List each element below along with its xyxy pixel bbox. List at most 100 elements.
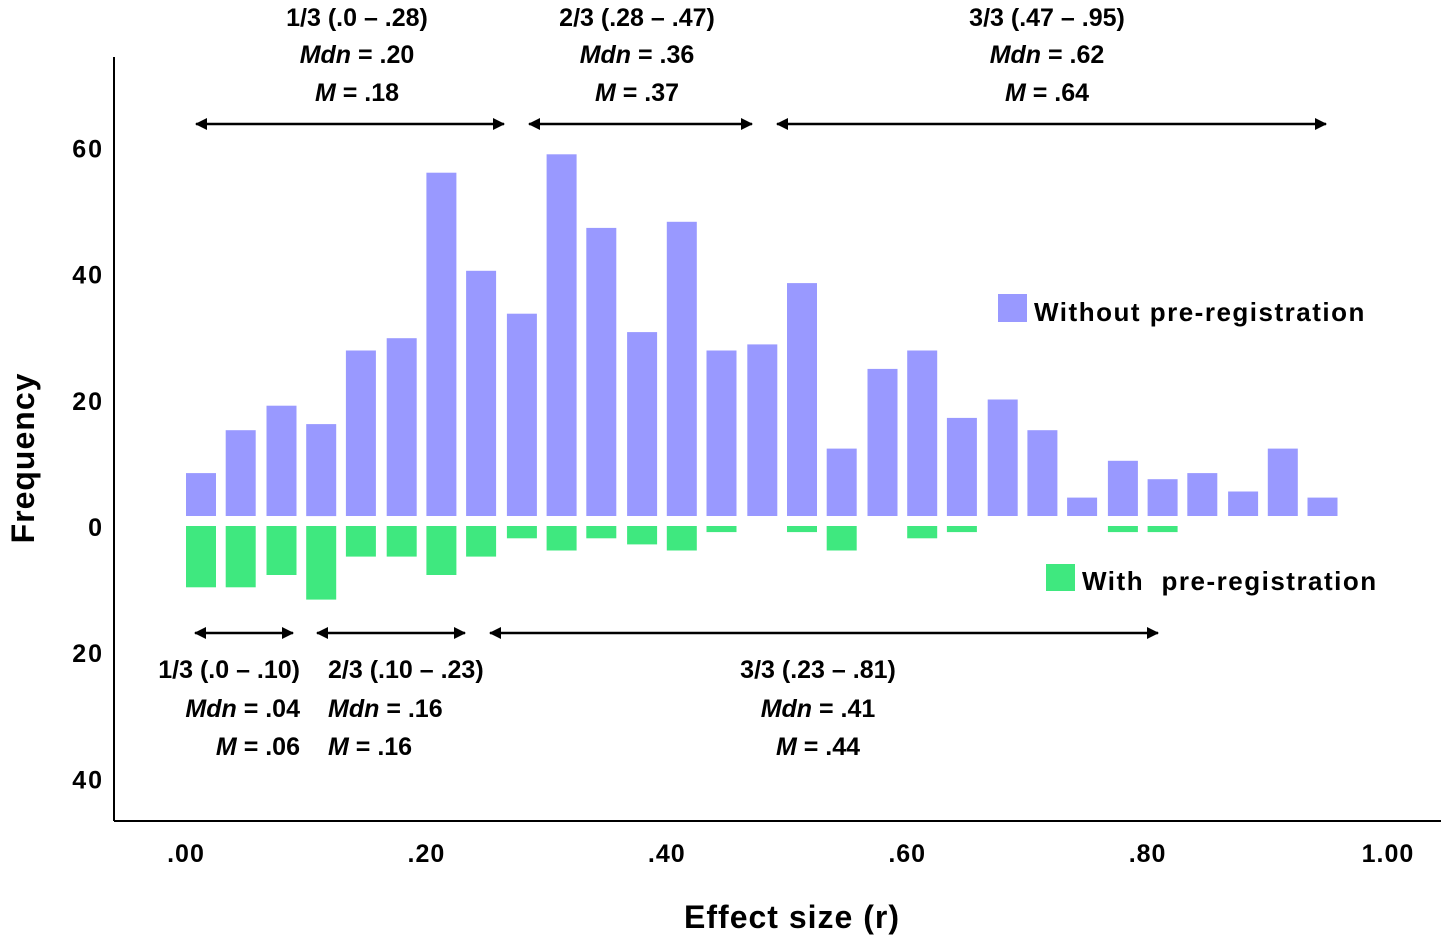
bar-with-preregistration [1147, 526, 1178, 533]
mean-symbol: M [315, 79, 337, 107]
y-tick-label: 20 [72, 640, 104, 668]
bar-with-preregistration [586, 526, 617, 539]
bar-with-preregistration [225, 526, 256, 588]
bar-with-preregistration [666, 526, 697, 551]
median-symbol: Mdn [580, 41, 631, 69]
bar-without-preregistration [907, 350, 938, 516]
x-tick-label: 1.00 [1362, 840, 1415, 868]
median-value: = .62 [1041, 41, 1104, 69]
bar-without-preregistration [186, 473, 216, 516]
bar-without-preregistration [787, 283, 817, 516]
bar-without-preregistration [627, 332, 658, 516]
bar-without-preregistration [1307, 497, 1338, 516]
median-symbol: Mdn [990, 41, 1041, 69]
x-tick-label: .60 [888, 840, 926, 868]
y-tick-label: 20 [72, 388, 104, 416]
annotation-range: 1/3 (.0 – .10) [158, 656, 300, 684]
legend-swatch-with [1046, 564, 1075, 591]
bar-without-preregistration [225, 430, 256, 516]
y-axis-title: Frequency [5, 373, 41, 544]
mean-symbol: M [1005, 79, 1027, 107]
annotation-range: 1/3 (.0 – .28) [286, 4, 428, 32]
bar-without-preregistration [466, 270, 497, 516]
bar-with-preregistration [1107, 526, 1138, 533]
bar-without-preregistration [306, 424, 337, 517]
median-value: = .41 [812, 695, 875, 723]
bar-without-preregistration [1147, 479, 1178, 516]
annotation-mean: M = .18 [315, 79, 399, 107]
bar-without-preregistration [266, 405, 297, 516]
bar-without-preregistration [1187, 473, 1218, 516]
legend-swatch-without [998, 294, 1027, 322]
bar-with-preregistration [345, 526, 376, 557]
annotation-mean: M = .06 [216, 733, 300, 761]
median-value: = .36 [631, 41, 694, 69]
bar-with-preregistration [386, 526, 417, 557]
median-value: = .04 [237, 695, 300, 723]
mean-value: = .18 [336, 79, 399, 107]
bar-without-preregistration [1067, 497, 1098, 516]
x-tick-label: .20 [408, 840, 446, 868]
x-tick-labels: .00 .20 .40 .60 .80 1.00 [167, 840, 1415, 868]
bar-without-preregistration [1267, 448, 1298, 516]
median-symbol: Mdn [328, 695, 379, 723]
median-symbol: Mdn [300, 41, 351, 69]
annotation-mean: M = .16 [328, 733, 412, 761]
bar-with-preregistration [306, 526, 337, 600]
annotation-range: 3/3 (.47 – .95) [969, 4, 1125, 32]
mean-symbol: M [776, 733, 798, 761]
annotation-median: Mdn = .20 [300, 41, 415, 69]
bars-without-preregistration [186, 154, 1338, 517]
y-tick-labels: 60 40 20 0 20 40 [72, 135, 104, 794]
bar-without-preregistration [1027, 430, 1058, 516]
mean-value: = .44 [797, 733, 860, 761]
bar-without-preregistration [706, 350, 737, 516]
bar-without-preregistration [546, 154, 577, 517]
y-tick-label: 40 [72, 262, 104, 290]
x-tick-label: .00 [167, 840, 205, 868]
bar-with-preregistration [186, 526, 216, 588]
bar-without-preregistration [666, 221, 697, 517]
legend-label-without: Without pre-registration [1034, 297, 1366, 327]
annotation-range: 3/3 (.23 – .81) [740, 656, 896, 684]
annotation-median: Mdn = .41 [761, 695, 876, 723]
bar-without-preregistration [987, 399, 1018, 516]
mean-value: = .06 [237, 733, 300, 761]
bar-with-preregistration [506, 526, 537, 539]
annotation-median: Mdn = .62 [990, 41, 1105, 69]
y-tick-label: 0 [88, 514, 104, 542]
annotation-mean: M = .37 [595, 79, 679, 107]
bar-with-preregistration [787, 526, 817, 533]
bar-with-preregistration [706, 526, 737, 533]
bar-without-preregistration [1228, 491, 1259, 516]
mean-symbol: M [595, 79, 617, 107]
bar-without-preregistration [426, 172, 457, 516]
bar-with-preregistration [546, 526, 577, 551]
bar-with-preregistration [907, 526, 938, 539]
annotation-mean: M = .64 [1005, 79, 1089, 107]
mean-value: = .16 [349, 733, 412, 761]
bar-without-preregistration [747, 344, 778, 516]
bar-with-preregistration [266, 526, 297, 575]
mean-value: = .64 [1026, 79, 1089, 107]
mean-symbol: M [216, 733, 238, 761]
bar-without-preregistration [867, 368, 898, 516]
bar-with-preregistration [627, 526, 658, 545]
annotation-median: Mdn = .04 [185, 695, 300, 723]
bar-with-preregistration [826, 526, 857, 551]
annotation-median: Mdn = .16 [328, 695, 443, 723]
median-symbol: Mdn [185, 695, 236, 723]
legend: Without pre-registration With pre-regist… [998, 294, 1376, 596]
annotation-range: 2/3 (.28 – .47) [559, 4, 715, 32]
annotations-with-preregistration: 1/3 (.0 – .10) Mdn = .04 M = .06 2/3 (.10 –… [158, 627, 1159, 761]
bar-without-preregistration [826, 448, 857, 516]
mean-value: = .37 [616, 79, 679, 107]
x-axis-title: Effect size (r) [684, 899, 900, 935]
annotations-without-preregistration: 1/3 (.0 – .28) Mdn = .20 M = .18 2/3 (.28 –… [195, 4, 1327, 130]
x-tick-label: .40 [648, 840, 686, 868]
bar-with-preregistration [946, 526, 977, 533]
mean-symbol: M [328, 733, 350, 761]
annotation-median: Mdn = .36 [580, 41, 695, 69]
annotation-mean: M = .44 [776, 733, 860, 761]
